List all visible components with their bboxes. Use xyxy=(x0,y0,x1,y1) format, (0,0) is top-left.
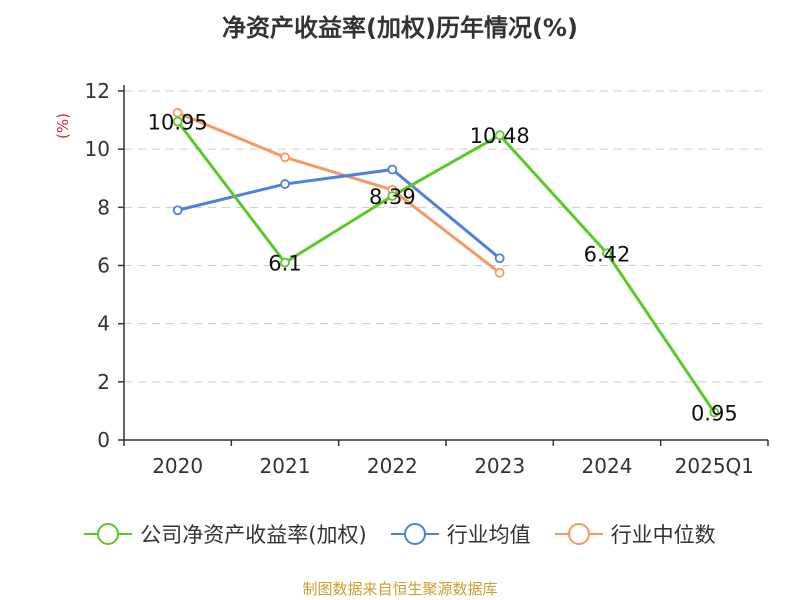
legend-swatch-company xyxy=(84,522,133,546)
grid-lines xyxy=(124,90,768,383)
legend-item-industry-mean[interactable]: 行业均值 xyxy=(390,519,531,549)
data-point-1 xyxy=(387,164,398,175)
y-tick-label: 4 xyxy=(97,312,110,336)
x-tick-label: 2022 xyxy=(367,454,418,478)
series-line-1 xyxy=(177,168,501,260)
y-tick-label: 0 xyxy=(97,428,110,452)
data-point-0 xyxy=(172,116,183,127)
legend-swatch-industry-mean xyxy=(390,522,439,546)
legend-label-industry-median: 行业中位数 xyxy=(610,523,716,547)
data-point-0 xyxy=(602,248,612,259)
legend-item-company[interactable]: 公司净资产收益率(加权) xyxy=(84,519,367,549)
axes: 0 2 4 6 8 10 12 2020 2021 2022 2023 2024 2025Q1 xyxy=(85,79,769,478)
data-point-2 xyxy=(494,267,505,278)
y-tick-label: 2 xyxy=(97,370,110,394)
x-tick-label: 2023 xyxy=(474,454,525,478)
data-point-2 xyxy=(280,152,290,163)
data-labels: 10.95 6.1 8.39 10.48 6.42 0.95 xyxy=(148,111,738,426)
data-label: 10.48 xyxy=(470,124,530,148)
legend: 公司净资产收益率(加权) 行业均值 行业中位数 xyxy=(0,519,800,549)
data-point-0 xyxy=(387,191,398,201)
x-tick-label: 2021 xyxy=(260,454,311,478)
data-point-0 xyxy=(709,407,720,418)
y-tick-label: 12 xyxy=(85,79,110,103)
data-source-note: 制图数据来自恒生聚源数据库 xyxy=(302,580,498,598)
data-point-0 xyxy=(280,257,290,268)
legend-item-industry-median[interactable]: 行业中位数 xyxy=(554,519,716,549)
data-label: 10.95 xyxy=(148,111,208,135)
x-tick-label: 2024 xyxy=(582,454,633,478)
x-tick-label: 2025Q1 xyxy=(675,454,754,478)
legend-swatch-industry-median xyxy=(554,522,603,546)
series-group xyxy=(172,107,720,418)
data-point-1 xyxy=(280,179,290,189)
data-label: 6.1 xyxy=(268,252,301,276)
data-label: 6.42 xyxy=(584,242,631,266)
data-point-0 xyxy=(494,130,505,141)
y-tick-label: 10 xyxy=(85,137,110,161)
legend-label-company: 公司净资产收益率(加权) xyxy=(140,523,367,547)
data-label: 0.95 xyxy=(691,401,738,425)
y-tick-label: 8 xyxy=(97,195,110,219)
y-tick-label: 6 xyxy=(97,254,110,278)
series-line-2 xyxy=(177,111,501,274)
series-line-0 xyxy=(176,120,716,414)
legend-label-industry-mean: 行业均值 xyxy=(446,523,531,547)
data-point-1 xyxy=(494,253,505,264)
data-point-1 xyxy=(172,205,183,216)
x-tick-label: 2020 xyxy=(152,454,203,478)
chart-title: 净资产收益率(加权)历年情况(%) xyxy=(222,14,578,42)
data-label: 8.39 xyxy=(369,185,416,209)
